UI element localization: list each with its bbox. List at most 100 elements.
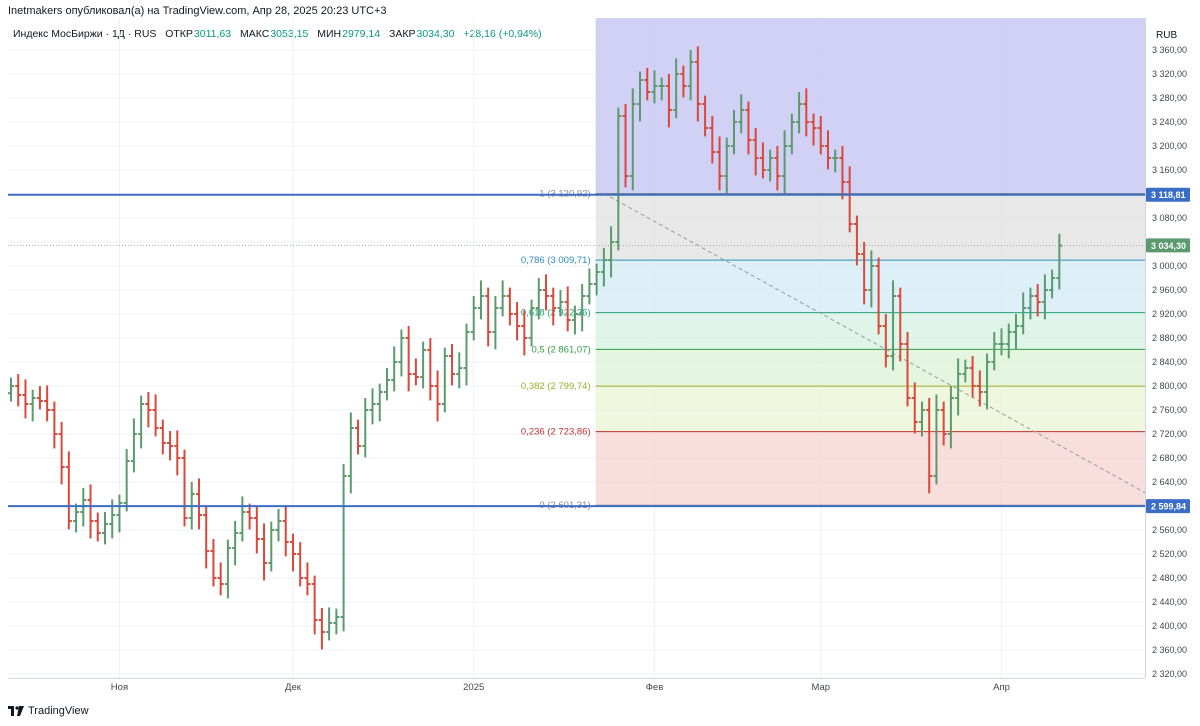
ohlc-bar (485, 287, 492, 347)
ohlc-bar (897, 287, 904, 362)
ohlc-bar (456, 352, 463, 389)
ohlc-bar (861, 242, 868, 305)
ohlc-bar (853, 215, 860, 266)
change-value: +28,16 (+0,94%) (463, 28, 542, 40)
ohlc-bar (94, 512, 101, 542)
footer-brand: TradingView (28, 705, 89, 717)
ohlc-bar (347, 412, 354, 494)
ohlc-bar (543, 274, 550, 311)
ohlc-bar (268, 521, 275, 572)
ohlc-bar (217, 562, 224, 596)
ohlc-bar (817, 116, 824, 155)
level-badge-bg (1146, 187, 1190, 202)
time-tick-label: Апр (993, 682, 1010, 693)
ohlc-bar (651, 70, 658, 104)
ohlc-bar (796, 92, 803, 134)
ohlc-bar (239, 496, 246, 542)
ohlc-bar (383, 368, 390, 401)
ohlc-bar (1056, 233, 1063, 290)
ohlc-bar (463, 323, 470, 386)
low-label: МИН (317, 28, 342, 40)
currency-label: RUB (1156, 30, 1177, 41)
ohlc-bar (882, 314, 889, 368)
ohlc-bar (940, 401, 947, 446)
ohlc-bar (195, 478, 202, 530)
ohlc-bar (22, 379, 29, 419)
ohlc-bar (152, 394, 159, 437)
ohlc-bar (535, 278, 542, 320)
ohlc-bar (991, 332, 998, 371)
ohlc-bar (51, 401, 58, 449)
price-tick-label: 2 520,00 (1152, 549, 1187, 559)
ohlc-bar (933, 394, 940, 485)
ohlc-bar (275, 509, 282, 542)
symbol-label: Индекс МосБиржи · 1Д · RUS (13, 28, 157, 40)
ohlc-bar (427, 338, 434, 401)
ohlc-bar (528, 299, 535, 347)
ohlc-bar (955, 358, 962, 416)
publisher-line: Inetmakers опубликовал(а) на TradingView… (8, 5, 387, 17)
ohlc-bar (637, 71, 644, 122)
price-tick-label: 3 200,00 (1152, 141, 1187, 151)
ohlc-bar (687, 50, 694, 101)
price-tick-label: 2 760,00 (1152, 405, 1187, 415)
ohlc-bar (304, 562, 311, 596)
price-tick-label: 2 840,00 (1152, 357, 1187, 367)
price-tick-label: 2 320,00 (1152, 669, 1187, 679)
fib-level-label: 0,382 (2 799,74) (521, 381, 591, 392)
ohlc-bar (15, 374, 22, 407)
price-tick-label: 2 640,00 (1152, 477, 1187, 487)
ohlc-bar (832, 149, 839, 173)
ohlc-bar (723, 137, 730, 194)
ohlc-bar (571, 305, 578, 335)
ohlc-bar (680, 65, 687, 98)
ohlc-bar (412, 358, 419, 386)
ohlc-bar (1034, 284, 1041, 317)
level-badge: 2 599,84 (1151, 502, 1186, 512)
ohlc-bar (550, 287, 557, 326)
ohlc-bar (1041, 274, 1048, 320)
level-badge-bg (1146, 499, 1190, 514)
ohlc-bar (58, 422, 65, 485)
price-tick-label: 3 080,00 (1152, 213, 1187, 223)
ohlc-bar (716, 136, 723, 191)
ohlc-bar (752, 128, 759, 176)
ohlc-bar (976, 370, 983, 407)
tradingview-logo-icon (8, 706, 24, 716)
ohlc-bar (506, 287, 513, 326)
ohlc-bar (203, 506, 210, 569)
tradingview-footer: TradingView (8, 705, 89, 717)
ohlc-bar (1020, 292, 1027, 335)
ohlc-bar (80, 488, 87, 527)
ohlc-bar (1027, 287, 1034, 320)
ohlc-bar (333, 608, 340, 635)
ohlc-bar (289, 533, 296, 572)
ohlc-bar (145, 392, 152, 428)
ohlc-bar (709, 116, 716, 164)
ohlc-bar (759, 142, 766, 179)
price-tick-label: 2 800,00 (1152, 381, 1187, 391)
ohlc-bar (470, 296, 477, 341)
ohlc-bar (232, 521, 239, 566)
price-tick-label: 2 880,00 (1152, 333, 1187, 343)
price-tick-label: 3 160,00 (1152, 165, 1187, 175)
price-tick-label: 2 560,00 (1152, 525, 1187, 535)
ohlc-bar (441, 347, 448, 413)
price-tick-label: 2 720,00 (1152, 429, 1187, 439)
ohlc-bar (405, 326, 412, 392)
ohlc-bar (738, 94, 745, 134)
price-tick-label: 2 480,00 (1152, 573, 1187, 583)
ohlc-bar (918, 401, 925, 437)
ohlc-bar (1049, 269, 1056, 299)
ohlc-bar (984, 353, 991, 410)
level-badge: 3 118,81 (1151, 190, 1186, 200)
price-tick-label: 2 400,00 (1152, 621, 1187, 631)
ohlc-bar (492, 296, 499, 350)
ohlc-bar (87, 484, 94, 539)
ohlc-bar (774, 146, 781, 191)
ohlc-bar (362, 398, 369, 458)
ohlc-bar (579, 284, 586, 332)
fib-level-label: 0,618 (2 922,36) (521, 308, 591, 319)
price-tick-label: 2 920,00 (1152, 309, 1187, 319)
